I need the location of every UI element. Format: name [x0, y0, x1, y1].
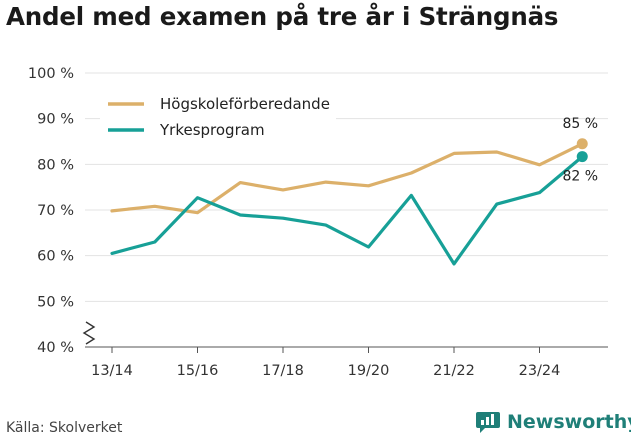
series-line-1 [110, 155, 584, 266]
end-value-label: 85 % [562, 116, 598, 132]
brand-logo: Newsworthy [475, 410, 631, 434]
y-tick-label: 60 % [37, 249, 74, 265]
y-tick-label: 100 % [28, 66, 74, 82]
source-note: Källa: Skolverket [6, 420, 123, 436]
x-tick-label: 23/24 [519, 363, 561, 379]
x-tick-label: 15/16 [177, 363, 219, 379]
legend: Högskoleförberedande Yrkesprogram [100, 85, 336, 147]
legend-label: Yrkesprogram [159, 121, 265, 139]
end-value-label: 82 % [562, 169, 598, 185]
y-tick-label: 50 % [37, 294, 74, 310]
legend-background [100, 85, 336, 147]
x-axis-ticks: 13/14 15/16 17/18 19/20 21/22 23/24 [91, 347, 560, 379]
y-tick-label: 90 % [37, 112, 74, 128]
axis-break-icon [82, 321, 96, 345]
y-tick-label: 80 % [37, 157, 74, 173]
x-tick-label: 17/18 [262, 363, 304, 379]
y-axis-ticks: 40 % 50 % 60 % 70 % 80 % 90 % 100 % [28, 66, 74, 356]
series-end-point-1 [576, 151, 588, 163]
y-tick-label: 70 % [37, 203, 74, 219]
x-tick-label: 21/22 [433, 363, 475, 379]
chart-title: Andel med examen på tre år i Strängnäs [6, 2, 559, 31]
series-line-0 [110, 142, 584, 215]
series-end-point-0 [576, 138, 588, 150]
legend-label: Högskoleförberedande [160, 95, 330, 113]
axis-break-zigzag [82, 321, 96, 345]
brand-name: Newsworthy [507, 411, 631, 433]
y-tick-label: 40 % [37, 340, 74, 356]
x-tick-label: 13/14 [91, 363, 133, 379]
end-labels: 85 % 82 % [562, 116, 598, 185]
series-lines [110, 138, 588, 266]
x-tick-label: 19/20 [348, 363, 390, 379]
newsworthy-logo-icon [476, 412, 500, 433]
